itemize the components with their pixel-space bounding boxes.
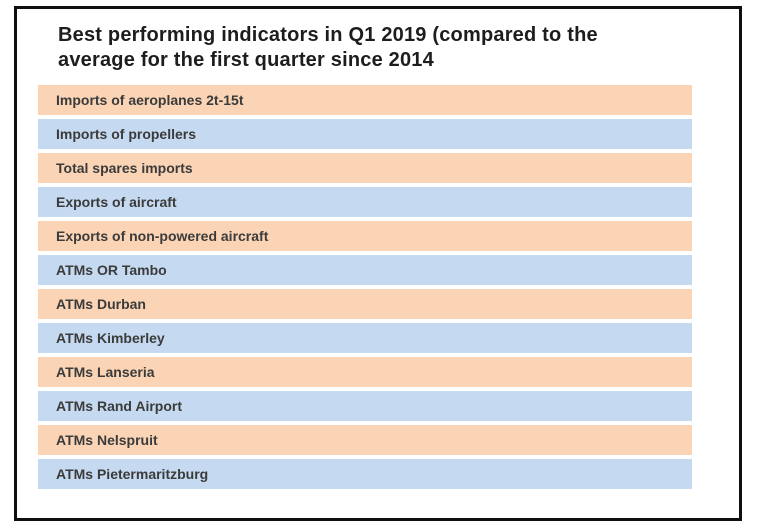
indicator-list: Imports of aeroplanes 2t-15t Imports of p…	[38, 85, 692, 493]
list-item-label: ATMs Durban	[56, 296, 146, 312]
list-item-label: ATMs Kimberley	[56, 330, 165, 346]
list-item: ATMs Nelspruit	[38, 425, 692, 455]
list-item-label: ATMs OR Tambo	[56, 262, 167, 278]
list-item-label: Exports of aircraft	[56, 194, 177, 210]
list-item-label: Imports of aeroplanes 2t-15t	[56, 92, 244, 108]
list-item-label: Total spares imports	[56, 160, 193, 176]
list-item: Imports of aeroplanes 2t-15t	[38, 85, 692, 115]
list-item: Imports of propellers	[38, 119, 692, 149]
list-item-label: ATMs Rand Airport	[56, 398, 182, 414]
list-item: Total spares imports	[38, 153, 692, 183]
list-item: ATMs Lanseria	[38, 357, 692, 387]
list-item: ATMs Rand Airport	[38, 391, 692, 421]
list-item-label: ATMs Lanseria	[56, 364, 155, 380]
list-item-label: Imports of propellers	[56, 126, 197, 142]
figure-frame: Best performing indicators in Q1 2019 (c…	[14, 6, 742, 521]
list-item-label: Exports of non-powered aircraft	[56, 228, 269, 244]
list-item: Exports of aircraft	[38, 187, 692, 217]
figure-title-line-2: average for the first quarter since 2014	[58, 49, 434, 71]
figure-title-line-1: Best performing indicators in Q1 2019 (c…	[58, 24, 598, 46]
list-item: ATMs Pietermaritzburg	[38, 459, 692, 489]
list-item: ATMs Durban	[38, 289, 692, 319]
list-item: ATMs OR Tambo	[38, 255, 692, 285]
figure-title: Best performing indicators in Q1 2019 (c…	[58, 23, 598, 73]
list-item: Exports of non-powered aircraft	[38, 221, 692, 251]
list-item-label: ATMs Nelspruit	[56, 432, 158, 448]
list-item: ATMs Kimberley	[38, 323, 692, 353]
list-item-label: ATMs Pietermaritzburg	[56, 466, 209, 482]
